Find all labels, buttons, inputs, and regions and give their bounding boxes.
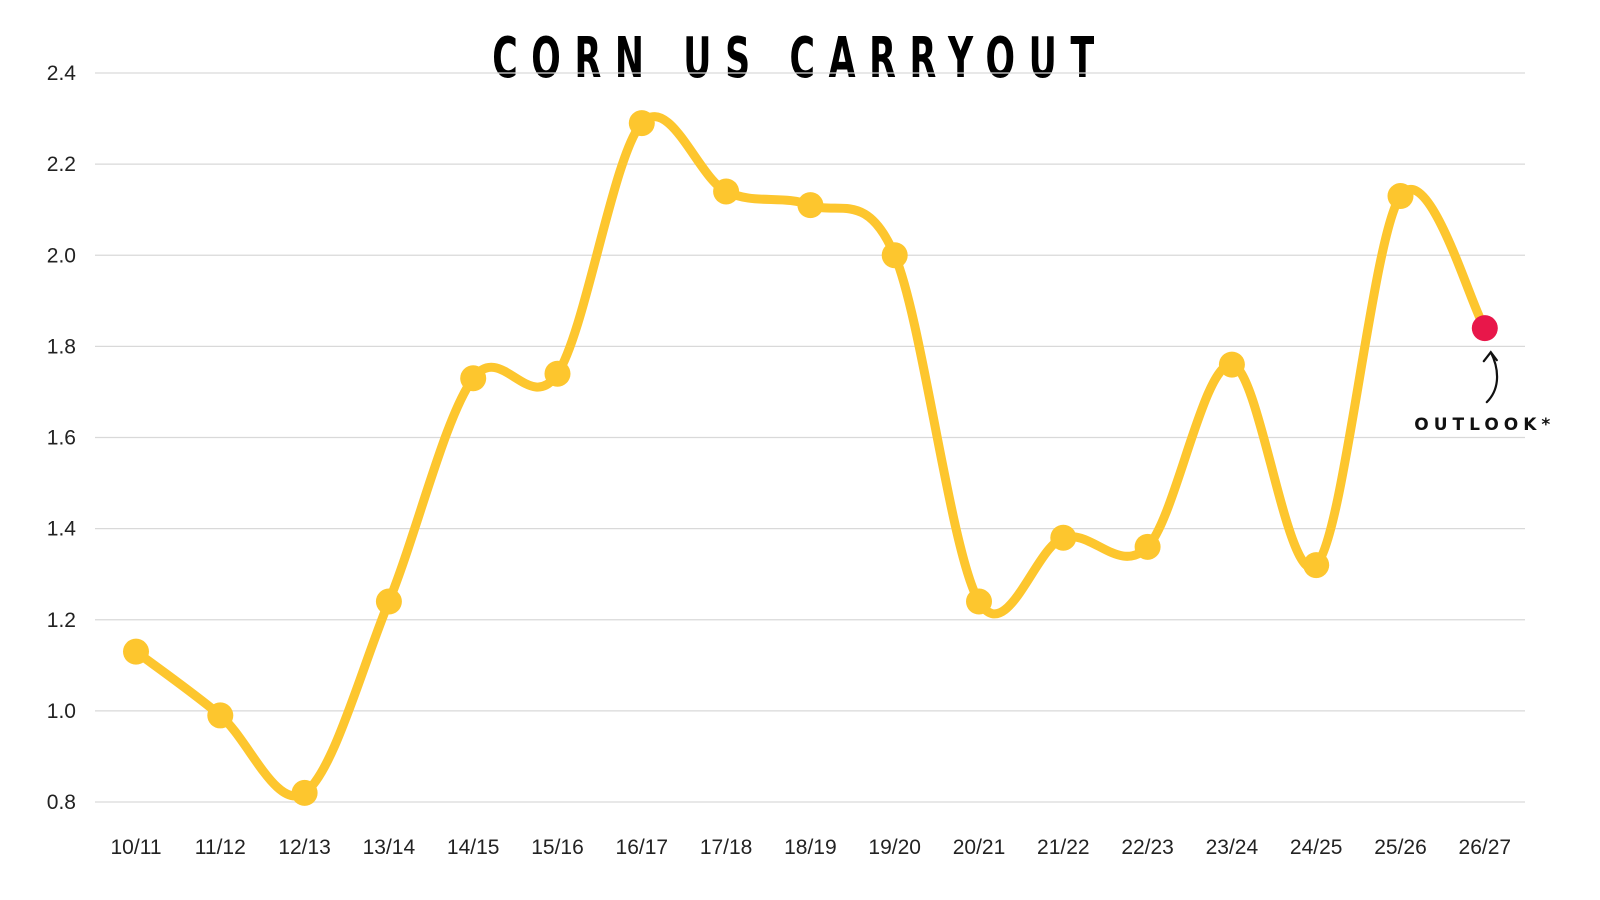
annotation-arrow-icon: [1482, 350, 1499, 404]
y-tick-label: 2.2: [47, 153, 76, 176]
x-tick-label: 12/13: [278, 836, 331, 859]
x-tick-label: 26/27: [1459, 836, 1512, 859]
y-tick-label: 1.2: [47, 609, 76, 632]
x-tick-label: 17/18: [700, 836, 753, 859]
y-axis-ticks: 0.8 1.0 1.2 1.4 1.6 1.8 2.0 2.2 2.4: [47, 62, 77, 814]
x-tick-label: 25/26: [1374, 836, 1427, 859]
x-tick-label: 21/22: [1037, 836, 1090, 859]
y-tick-label: 1.8: [47, 335, 76, 358]
x-tick-label: 19/20: [868, 836, 921, 859]
grid-lines: [95, 72, 1525, 803]
data-point: [713, 178, 740, 205]
y-tick-label: 1.4: [47, 518, 77, 541]
x-tick-label: 13/14: [363, 836, 416, 859]
data-point: [1303, 552, 1330, 579]
data-point: [966, 588, 992, 615]
x-tick-label: 10/11: [111, 836, 162, 859]
data-point: [1134, 533, 1161, 560]
x-tick-label: 15/16: [531, 836, 584, 859]
data-point-outlook: [1471, 315, 1498, 342]
outlook-annotation: OUTLOOK*: [1414, 350, 1555, 435]
y-tick-label: 2.4: [47, 62, 77, 85]
data-point: [1218, 351, 1245, 378]
annotation-label: OUTLOOK*: [1414, 415, 1555, 435]
x-tick-label: 16/17: [616, 836, 669, 859]
data-point: [375, 588, 402, 615]
y-tick-label: 1.0: [47, 700, 76, 723]
data-point: [123, 638, 149, 665]
x-tick-label: 11/12: [195, 836, 246, 859]
x-tick-label: 14/15: [447, 836, 500, 859]
data-point: [797, 192, 824, 219]
data-point: [1050, 524, 1077, 551]
chart-title: CORN US CARRYOUT: [492, 26, 1108, 91]
x-tick-label: 24/25: [1290, 836, 1343, 859]
data-point: [544, 360, 571, 387]
data-point: [291, 779, 318, 806]
y-tick-label: 0.8: [47, 791, 76, 814]
data-point: [1387, 183, 1414, 210]
x-tick-label: 18/19: [784, 836, 837, 859]
x-tick-label: 22/23: [1121, 836, 1174, 859]
data-point: [881, 242, 908, 269]
x-axis-ticks: 10/11 11/12 12/13 13/14 14/15 15/16 16/17 17/18…: [111, 836, 1512, 859]
data-point: [628, 110, 655, 137]
y-tick-label: 2.0: [47, 244, 76, 267]
x-tick-label: 20/21: [953, 836, 1006, 859]
x-tick-label: 23/24: [1206, 836, 1259, 859]
data-point: [460, 365, 487, 392]
data-points: [123, 110, 1498, 806]
series-line: [131, 112, 1490, 801]
y-tick-label: 1.6: [47, 427, 76, 450]
data-point: [207, 702, 234, 729]
